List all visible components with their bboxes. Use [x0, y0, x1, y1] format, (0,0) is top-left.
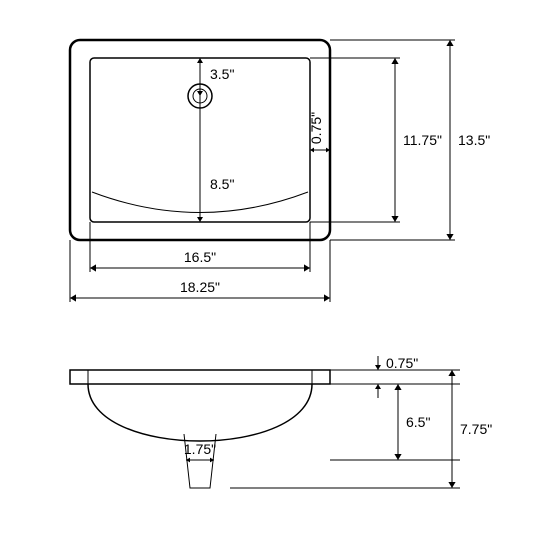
dimension-label: 18.25" — [180, 279, 220, 295]
dimension-label: 16.5" — [184, 249, 216, 265]
dimension-label: 0.75" — [386, 355, 418, 371]
dimension-label: 11.75" — [403, 132, 442, 148]
dimension-label: 0.75" — [308, 112, 324, 144]
side-bowl — [88, 384, 312, 441]
dimension-label: 8.5" — [210, 176, 234, 192]
dimension-label: 6.5" — [406, 414, 430, 430]
dimension-label: 13.5" — [458, 132, 490, 148]
dimension-label: 3.5" — [210, 66, 234, 82]
side-rim — [70, 370, 330, 384]
dimension-label: 7.75" — [460, 421, 492, 437]
dimension-label: 1.75" — [184, 441, 216, 457]
